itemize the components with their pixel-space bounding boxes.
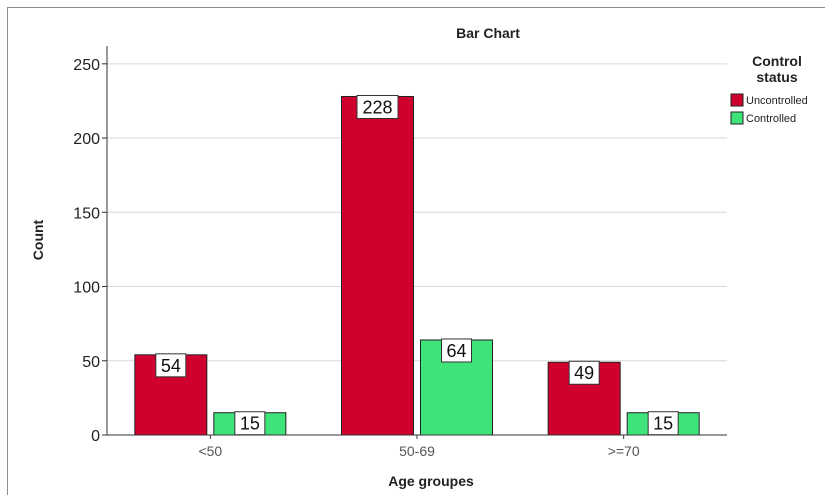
legend-swatch: [731, 112, 743, 124]
y-tick-label: 100: [73, 280, 100, 297]
y-tick-label: 150: [73, 205, 100, 222]
grid-lines: [107, 64, 727, 361]
bars: [135, 96, 699, 435]
bar: [342, 96, 414, 435]
data-label: 49: [574, 363, 594, 383]
data-label: 15: [240, 414, 260, 434]
y-tick-label: 250: [73, 57, 100, 74]
y-tick-label: 0: [91, 428, 100, 445]
chart-border: [8, 8, 825, 496]
x-tick-label: 50-69: [399, 443, 435, 459]
chart-title: Bar Chart: [456, 25, 520, 41]
legend-label: Controlled: [746, 113, 796, 125]
data-label: 15: [653, 414, 673, 434]
data-label: 228: [362, 97, 392, 117]
x-tick-label: >=70: [608, 443, 640, 459]
legend-title-line: status: [756, 69, 797, 85]
y-axis-label: Count: [30, 219, 46, 260]
x-axis-label: Age groupes: [388, 473, 474, 489]
data-label: 54: [161, 356, 181, 376]
legend-title-line: Control: [752, 53, 802, 69]
legend-swatch: [731, 94, 743, 106]
data-label: 64: [446, 341, 466, 361]
y-tick-label: 200: [73, 131, 100, 148]
y-tick-label: 50: [82, 354, 100, 371]
legend-label: Uncontrolled: [746, 95, 808, 107]
x-tick-label: <50: [198, 443, 222, 459]
